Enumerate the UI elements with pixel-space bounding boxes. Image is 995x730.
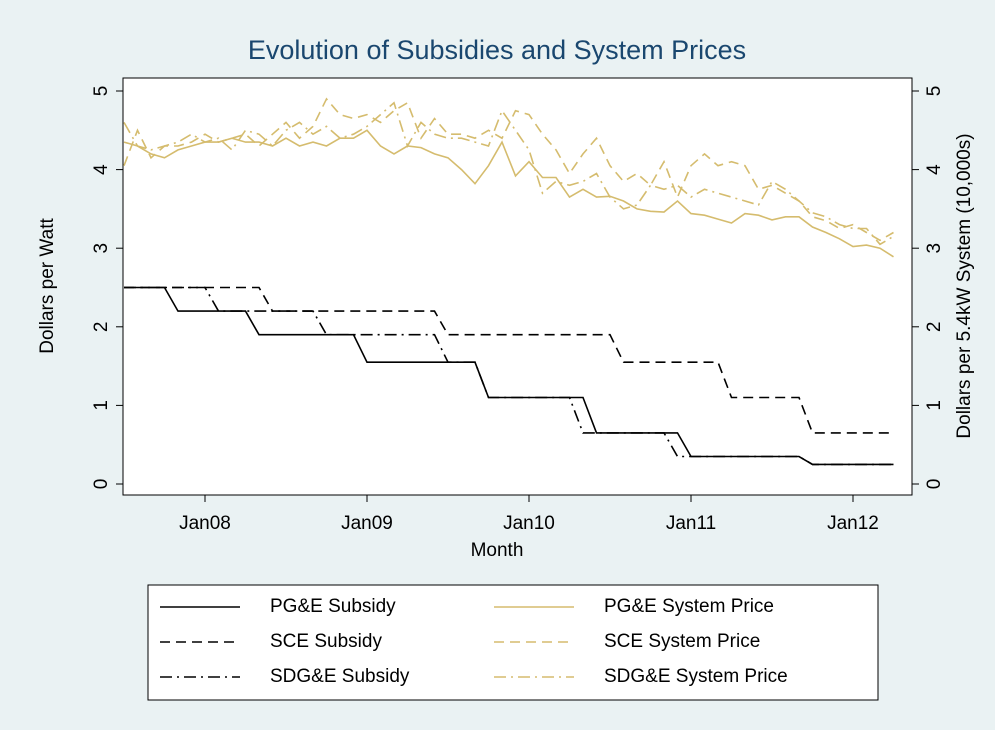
x-tick-label: Jan08 (179, 513, 231, 534)
y-tick-label: 2 (91, 322, 112, 333)
y-tick-label: 1 (91, 400, 112, 411)
legend-label: SCE Subsidy (270, 631, 382, 652)
legend-label: PG&E Subsidy (270, 596, 396, 617)
legend-label: PG&E System Price (604, 596, 774, 617)
series-line (124, 286, 894, 434)
plot-area (122, 77, 913, 496)
y2-tick-label: 5 (924, 86, 945, 97)
series-line (123, 97, 894, 242)
y2-tick-label: 3 (924, 243, 945, 254)
y-axis-title: Dollars per Watt (37, 218, 58, 354)
y-tick-label: 3 (91, 243, 112, 254)
series-line (123, 129, 894, 258)
y2-tick-label: 4 (924, 164, 945, 175)
y-tick-label: 4 (91, 164, 112, 175)
y2-tick-label: 0 (924, 479, 945, 490)
legend-label: SDG&E Subsidy (270, 666, 410, 687)
y2-tick-label: 1 (924, 400, 945, 411)
x-axis-title: Month (471, 540, 524, 561)
y-tick-label: 0 (91, 479, 112, 490)
legend-label: SDG&E System Price (604, 666, 788, 687)
y2-axis-title: Dollars per 5.4kW System (10,000s) (954, 133, 975, 438)
x-tick-label: Jan09 (341, 513, 393, 534)
series-line (123, 101, 894, 246)
x-tick-label: Jan10 (503, 513, 555, 534)
series-line (124, 286, 894, 466)
x-tick-label: Jan12 (827, 513, 879, 534)
legend-label: SCE System Price (604, 631, 760, 652)
x-tick-label: Jan11 (666, 513, 716, 534)
y-tick-label: 5 (91, 86, 112, 97)
y2-tick-label: 2 (924, 322, 945, 333)
chart-title: Evolution of Subsidies and System Prices (248, 35, 746, 65)
